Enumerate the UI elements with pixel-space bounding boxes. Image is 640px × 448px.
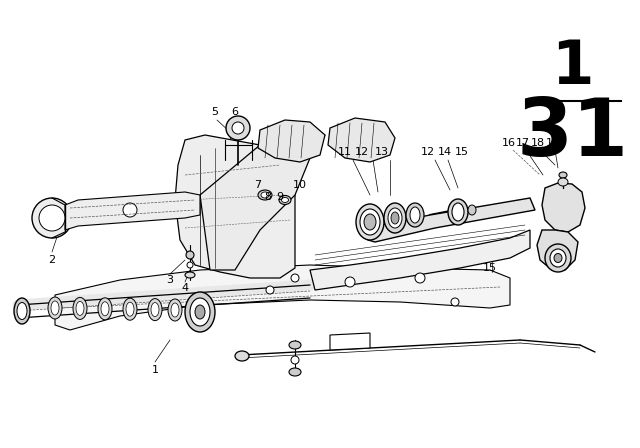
Ellipse shape: [151, 302, 159, 317]
Ellipse shape: [258, 190, 272, 200]
Circle shape: [266, 286, 274, 294]
Ellipse shape: [14, 298, 30, 324]
Circle shape: [415, 273, 425, 283]
Text: 7: 7: [255, 180, 262, 190]
Ellipse shape: [468, 205, 476, 215]
Polygon shape: [175, 135, 295, 278]
Ellipse shape: [101, 302, 109, 316]
Ellipse shape: [190, 298, 210, 326]
Ellipse shape: [554, 254, 562, 263]
Ellipse shape: [289, 341, 301, 349]
Text: 5: 5: [211, 107, 218, 117]
Polygon shape: [328, 118, 395, 162]
Polygon shape: [310, 230, 530, 290]
Circle shape: [32, 198, 72, 238]
Text: 11: 11: [338, 147, 352, 157]
Ellipse shape: [289, 368, 301, 376]
Polygon shape: [258, 120, 325, 162]
Ellipse shape: [391, 212, 399, 224]
Ellipse shape: [185, 272, 195, 278]
Ellipse shape: [73, 297, 87, 319]
Circle shape: [123, 203, 137, 217]
Ellipse shape: [187, 262, 193, 268]
Text: 1: 1: [552, 38, 594, 97]
Circle shape: [451, 298, 459, 306]
Text: 4: 4: [181, 283, 189, 293]
Ellipse shape: [406, 203, 424, 227]
Ellipse shape: [282, 198, 289, 202]
Text: 3: 3: [166, 275, 173, 285]
Ellipse shape: [126, 302, 134, 316]
Ellipse shape: [185, 292, 215, 332]
Polygon shape: [55, 265, 510, 330]
Polygon shape: [330, 333, 370, 350]
Ellipse shape: [76, 302, 84, 315]
Text: 16: 16: [502, 138, 516, 148]
Ellipse shape: [364, 214, 376, 230]
Text: 12: 12: [421, 147, 435, 157]
Ellipse shape: [410, 207, 420, 223]
Circle shape: [291, 274, 299, 282]
Circle shape: [232, 122, 244, 134]
Ellipse shape: [550, 249, 566, 267]
Text: 17: 17: [516, 138, 530, 148]
Polygon shape: [200, 135, 325, 270]
Polygon shape: [365, 198, 535, 242]
Polygon shape: [542, 183, 585, 232]
Text: 10: 10: [293, 180, 307, 190]
Ellipse shape: [48, 297, 62, 319]
Text: 13: 13: [375, 147, 389, 157]
Ellipse shape: [559, 172, 567, 178]
Ellipse shape: [186, 251, 194, 259]
Ellipse shape: [356, 204, 384, 240]
Ellipse shape: [123, 298, 137, 320]
Text: 1: 1: [152, 365, 159, 375]
Ellipse shape: [51, 301, 59, 315]
Ellipse shape: [452, 203, 464, 221]
Ellipse shape: [545, 244, 571, 272]
Ellipse shape: [448, 199, 468, 225]
Text: 19: 19: [546, 138, 560, 148]
Ellipse shape: [235, 351, 249, 361]
Ellipse shape: [388, 208, 402, 228]
Circle shape: [226, 116, 250, 140]
Ellipse shape: [168, 299, 182, 321]
Text: 2: 2: [49, 255, 56, 265]
Text: 31: 31: [517, 95, 628, 173]
Circle shape: [39, 205, 65, 231]
Ellipse shape: [171, 303, 179, 317]
Text: 9: 9: [276, 192, 284, 202]
Ellipse shape: [17, 302, 27, 319]
Text: 18: 18: [531, 138, 545, 148]
Ellipse shape: [558, 178, 568, 186]
Ellipse shape: [148, 299, 162, 321]
Text: 6: 6: [232, 107, 239, 117]
Text: 15: 15: [455, 147, 469, 157]
Ellipse shape: [384, 203, 406, 233]
Ellipse shape: [261, 192, 269, 198]
Text: 15: 15: [483, 263, 497, 273]
Text: 8: 8: [264, 192, 271, 202]
Ellipse shape: [360, 209, 380, 235]
Polygon shape: [65, 192, 200, 230]
Ellipse shape: [291, 356, 299, 364]
Circle shape: [345, 277, 355, 287]
Polygon shape: [537, 230, 578, 270]
Ellipse shape: [279, 195, 291, 204]
Text: 14: 14: [438, 147, 452, 157]
Ellipse shape: [195, 305, 205, 319]
Text: 12: 12: [355, 147, 369, 157]
Ellipse shape: [98, 298, 112, 320]
